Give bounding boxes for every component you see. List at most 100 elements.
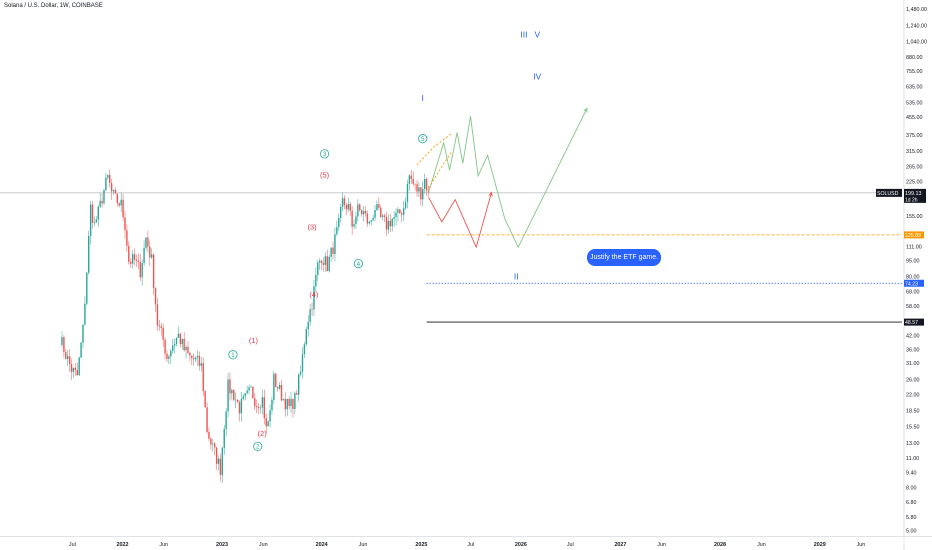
candle-body xyxy=(380,207,382,217)
wave-circle xyxy=(418,134,428,144)
candle-body xyxy=(164,339,166,354)
candle-body xyxy=(397,209,399,213)
candle-body xyxy=(294,393,296,409)
candle-body xyxy=(93,222,96,224)
candle-body xyxy=(141,263,143,278)
candle-body xyxy=(236,399,239,403)
candle-body xyxy=(322,262,325,265)
candle-body xyxy=(309,309,311,322)
candle-body xyxy=(131,254,134,264)
candle-body xyxy=(120,199,122,206)
candle-body xyxy=(334,234,336,255)
candle-body xyxy=(213,443,216,448)
candle-body xyxy=(88,236,90,273)
x-tick-label: 2027 xyxy=(614,542,626,548)
x-tick-label: Jul xyxy=(69,542,76,548)
candle-body xyxy=(414,183,416,185)
candle-body xyxy=(383,215,386,217)
candle-body xyxy=(265,418,267,427)
candle-body xyxy=(290,398,292,407)
candle-body xyxy=(231,390,233,394)
candle-body xyxy=(156,304,159,326)
x-tick-label: Jul xyxy=(567,542,574,548)
candle-body xyxy=(162,328,164,340)
y-tick-label: 22.00 xyxy=(906,393,920,399)
etf-callout: Justify the ETF game. xyxy=(587,249,661,266)
candle-body xyxy=(347,204,350,210)
candle-body xyxy=(67,356,69,360)
wave-label: (5) xyxy=(320,171,330,180)
y-tick-label: 155.00 xyxy=(906,214,923,220)
candle-body xyxy=(130,261,132,264)
candle-body xyxy=(139,261,141,278)
candle-body xyxy=(330,247,332,257)
wave-label: 5 xyxy=(421,136,425,143)
candle-body xyxy=(412,178,414,184)
projection-arrowhead xyxy=(488,191,493,197)
candle-body xyxy=(278,384,281,389)
candle-body xyxy=(305,329,308,345)
y-tick-label: 535.00 xyxy=(906,100,923,106)
candle-body xyxy=(284,399,287,410)
candle-body xyxy=(387,220,390,230)
projection-path xyxy=(428,192,492,249)
candle-body xyxy=(97,206,99,220)
y-tick-label: 375.00 xyxy=(906,133,923,139)
candle-body xyxy=(261,397,264,408)
candle-body xyxy=(351,210,353,227)
candle-body xyxy=(168,356,170,359)
candle-body xyxy=(221,447,224,475)
y-tick-label: 13.00 xyxy=(906,441,920,447)
y-tick-label: 1,040.00 xyxy=(906,39,927,45)
level-price-tag xyxy=(904,318,924,326)
level-price-text: 74.23 xyxy=(905,281,918,287)
y-tick-label: 9.40 xyxy=(906,471,917,477)
candle-body xyxy=(303,344,306,355)
x-tick-label: 2025 xyxy=(415,542,427,548)
candle-body xyxy=(420,187,422,200)
candle-body xyxy=(145,237,147,248)
candle-body xyxy=(194,357,197,360)
candle-body xyxy=(315,275,317,287)
wave-label: 1 xyxy=(231,352,235,359)
wave-circle xyxy=(353,258,363,269)
candle-body xyxy=(338,217,340,228)
y-tick-label: 26.00 xyxy=(906,377,920,383)
x-tick-label: 2022 xyxy=(117,542,129,548)
candle-body xyxy=(339,206,342,218)
candle-body xyxy=(238,402,241,414)
x-tick-label: Jun xyxy=(159,542,168,548)
candle-body xyxy=(418,187,420,192)
candle-body xyxy=(288,398,290,407)
candle-body xyxy=(126,230,128,246)
symbol-title: Solana / U.S. Dollar, 1W, COINBASE xyxy=(4,3,103,9)
candle-body xyxy=(80,342,82,358)
candle-body xyxy=(376,204,378,211)
candle-body xyxy=(393,216,395,219)
candle-body xyxy=(263,397,266,419)
wave-label: 4 xyxy=(357,261,361,268)
candle-body xyxy=(349,204,351,211)
candle-body xyxy=(385,216,388,230)
candle-body xyxy=(72,367,75,372)
candle-body xyxy=(215,447,218,464)
x-tick-label: 2029 xyxy=(814,542,826,548)
candle-body xyxy=(118,203,120,206)
candle-body xyxy=(99,200,101,207)
candle-body xyxy=(91,204,94,223)
y-tick-label: 15.50 xyxy=(906,425,920,431)
candle-body xyxy=(137,260,140,262)
candle-body xyxy=(345,205,348,210)
candle-body xyxy=(217,458,220,464)
x-tick-label: Jul xyxy=(467,542,474,548)
candle-body xyxy=(357,204,359,217)
candle-body xyxy=(282,399,285,401)
candle-body xyxy=(254,398,256,407)
candle-body xyxy=(160,326,162,329)
candle-body xyxy=(172,345,174,351)
candle-body xyxy=(362,211,365,215)
wave-label: 3 xyxy=(323,151,327,158)
candle-body xyxy=(181,338,183,345)
